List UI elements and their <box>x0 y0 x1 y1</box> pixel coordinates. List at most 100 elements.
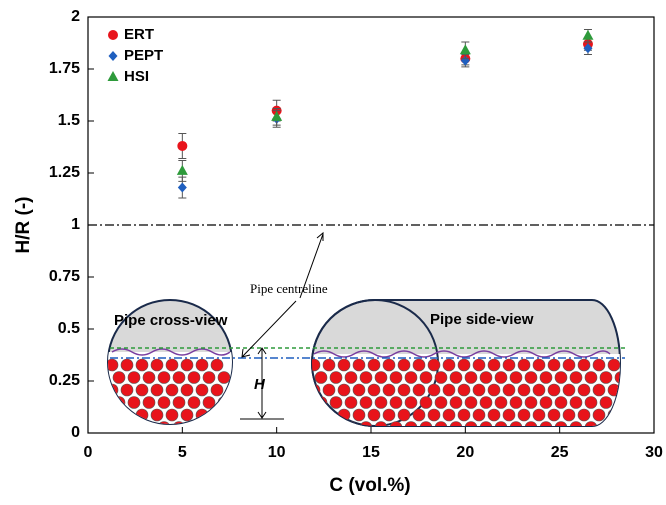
marker <box>177 182 187 193</box>
x-tick-label: 20 <box>456 444 474 461</box>
particle <box>434 421 448 426</box>
x-axis-label: C (vol.%) <box>329 475 410 496</box>
particle <box>367 358 381 372</box>
particle <box>322 358 336 372</box>
particle <box>359 396 373 409</box>
particle <box>449 371 463 384</box>
legend-marker <box>108 51 118 61</box>
particle <box>532 408 546 422</box>
particle <box>397 383 411 397</box>
particle <box>472 408 486 422</box>
particle <box>614 396 620 409</box>
particle <box>344 371 358 384</box>
y-tick-label: 2 <box>71 8 80 25</box>
particle <box>599 371 613 384</box>
particle <box>180 358 194 372</box>
particle <box>165 358 179 372</box>
illustration <box>107 231 635 427</box>
x-tick-label: 10 <box>268 444 286 461</box>
particle <box>389 396 403 409</box>
particle <box>623 359 635 371</box>
particle <box>382 408 396 422</box>
particle <box>172 421 186 424</box>
particle <box>374 421 388 426</box>
particle <box>127 371 141 384</box>
particle <box>517 408 531 422</box>
particle <box>337 408 351 422</box>
particle <box>112 421 126 424</box>
particle <box>449 396 463 409</box>
x-tick-label: 30 <box>645 444 663 461</box>
particle <box>584 421 598 426</box>
particle <box>337 383 351 397</box>
particle <box>135 383 149 397</box>
particle <box>382 358 396 372</box>
particle <box>562 383 576 397</box>
particle <box>464 421 478 426</box>
particle <box>217 396 231 409</box>
x-tick-label: 25 <box>551 444 569 461</box>
x-tick-label: 5 <box>178 444 187 461</box>
particle <box>442 408 456 422</box>
particle <box>623 409 635 421</box>
particle <box>195 408 209 422</box>
particle <box>127 421 141 424</box>
particle <box>404 371 418 384</box>
legend-label: PEPT <box>124 47 163 64</box>
particle <box>157 371 171 384</box>
particle <box>427 383 441 397</box>
particle <box>532 383 546 397</box>
particle <box>442 358 456 372</box>
particle <box>502 408 516 422</box>
particle <box>419 371 433 384</box>
particle <box>472 358 486 372</box>
particle <box>142 421 156 424</box>
particle <box>592 383 606 397</box>
y-tick-label: 1.5 <box>58 112 80 129</box>
particle <box>539 371 553 384</box>
particle <box>359 421 373 426</box>
particle <box>195 358 209 372</box>
particle <box>517 383 531 397</box>
particle <box>202 371 216 384</box>
particle <box>592 408 606 422</box>
particle <box>157 396 171 409</box>
particle <box>577 383 591 397</box>
particle <box>509 421 523 426</box>
particle <box>569 371 583 384</box>
particle <box>532 358 546 372</box>
particle <box>509 396 523 409</box>
particle <box>412 408 426 422</box>
annotation: Pipe centreline <box>250 281 328 296</box>
particle <box>464 396 478 409</box>
particle <box>127 396 141 409</box>
particle <box>142 396 156 409</box>
y-tick-label: 0.5 <box>58 320 80 337</box>
particle <box>329 421 343 426</box>
marker <box>177 140 188 151</box>
particle <box>449 421 463 426</box>
particle <box>210 358 224 372</box>
particle <box>584 396 598 409</box>
particle <box>157 421 171 424</box>
particle <box>389 371 403 384</box>
particle <box>539 396 553 409</box>
particle <box>374 396 388 409</box>
particle <box>120 358 134 372</box>
particle <box>569 396 583 409</box>
particle <box>494 421 508 426</box>
particle <box>389 421 403 426</box>
particle <box>562 408 576 422</box>
particle <box>554 371 568 384</box>
particle <box>359 371 373 384</box>
particle <box>547 358 561 372</box>
particle <box>494 371 508 384</box>
particle <box>180 408 194 422</box>
particle <box>165 383 179 397</box>
particle <box>382 383 396 397</box>
particle <box>404 421 418 426</box>
particle <box>554 396 568 409</box>
particle <box>562 358 576 372</box>
y-tick-label: 1.75 <box>49 60 80 77</box>
